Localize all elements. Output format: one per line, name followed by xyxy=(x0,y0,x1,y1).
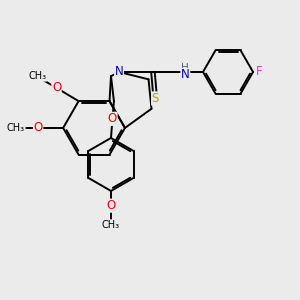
Text: H: H xyxy=(182,63,189,74)
Text: S: S xyxy=(152,92,159,105)
Text: N: N xyxy=(181,68,190,81)
Text: O: O xyxy=(34,122,43,134)
Text: N: N xyxy=(115,65,124,79)
Text: O: O xyxy=(52,81,61,94)
Text: CH₃: CH₃ xyxy=(102,220,120,230)
Text: CH₃: CH₃ xyxy=(7,123,25,133)
Text: O: O xyxy=(106,199,116,212)
Text: F: F xyxy=(256,65,263,79)
Text: CH₃: CH₃ xyxy=(28,71,46,81)
Text: O: O xyxy=(108,112,117,125)
